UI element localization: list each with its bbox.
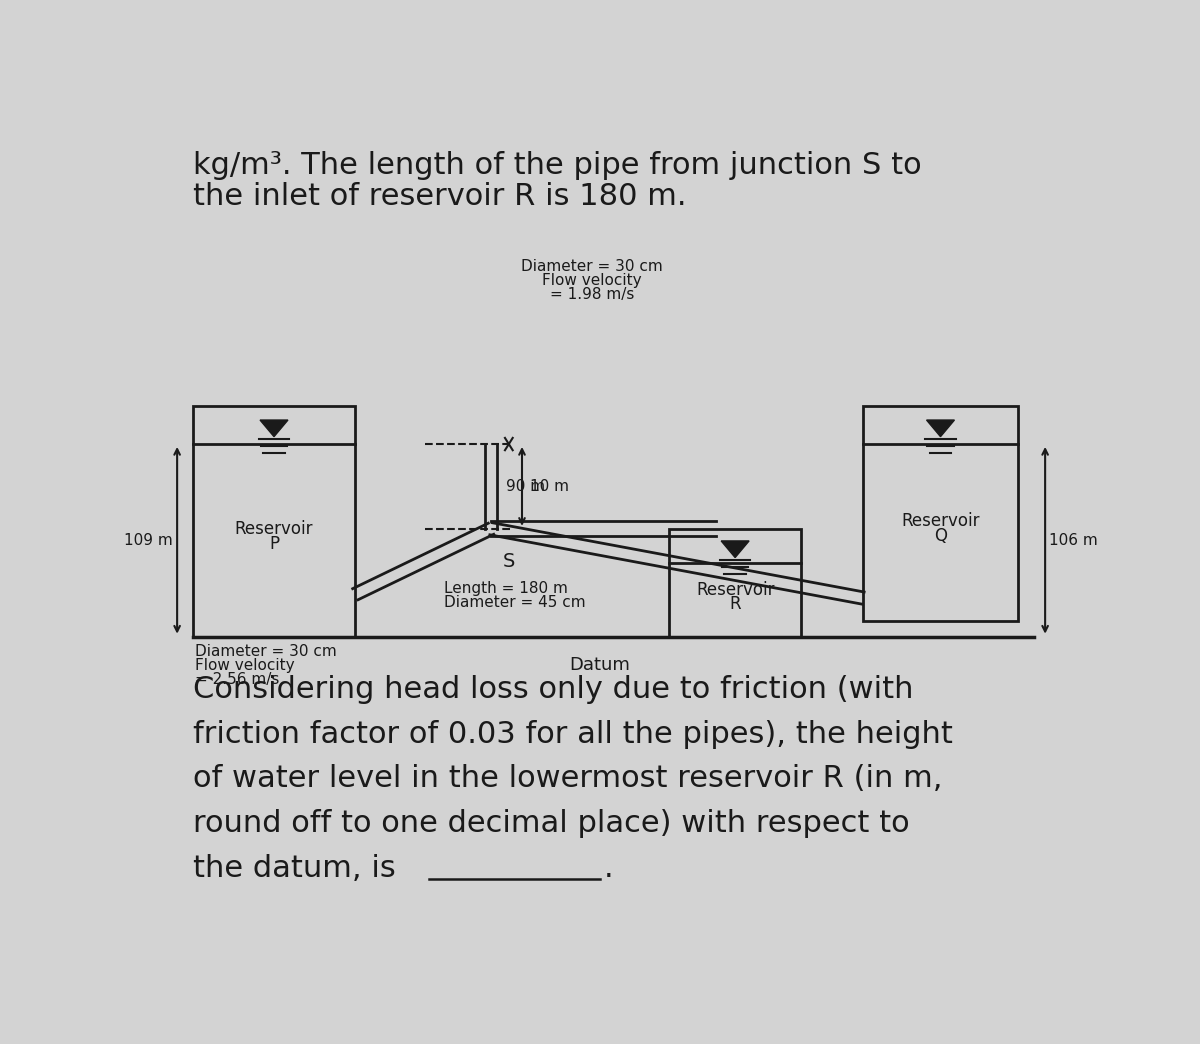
- Text: .: .: [604, 854, 613, 882]
- Text: 10 m: 10 m: [529, 479, 569, 494]
- Text: P: P: [269, 536, 280, 553]
- Bar: [193, 405, 355, 637]
- Text: of water level in the lowermost reservoir R (in m,: of water level in the lowermost reservoi…: [193, 764, 942, 793]
- Text: Flow velocity: Flow velocity: [194, 658, 294, 673]
- Text: 109 m: 109 m: [125, 532, 173, 548]
- Text: S: S: [503, 552, 515, 571]
- Text: the inlet of reservoir R is 180 m.: the inlet of reservoir R is 180 m.: [193, 183, 686, 211]
- Bar: [670, 528, 802, 637]
- Text: Considering head loss only due to friction (with: Considering head loss only due to fricti…: [193, 675, 913, 704]
- Text: = 1.98 m/s: = 1.98 m/s: [550, 287, 634, 302]
- Polygon shape: [721, 541, 749, 557]
- Text: Length = 180 m: Length = 180 m: [444, 582, 569, 596]
- Text: kg/m³. The length of the pipe from junction S to: kg/m³. The length of the pipe from junct…: [193, 151, 922, 181]
- Polygon shape: [926, 420, 954, 436]
- Text: Diameter = 45 cm: Diameter = 45 cm: [444, 595, 586, 610]
- Text: Diameter = 30 cm: Diameter = 30 cm: [521, 259, 662, 275]
- Text: Reservoir: Reservoir: [235, 520, 313, 538]
- Polygon shape: [260, 420, 288, 436]
- Text: 90 m: 90 m: [506, 479, 546, 494]
- Bar: [863, 405, 1018, 621]
- Text: R: R: [730, 595, 740, 613]
- Text: Datum: Datum: [569, 656, 630, 673]
- Text: Reservoir: Reservoir: [901, 512, 979, 530]
- Text: round off to one decimal place) with respect to: round off to one decimal place) with res…: [193, 809, 910, 838]
- Text: 106 m: 106 m: [1049, 532, 1098, 548]
- Text: Flow velocity: Flow velocity: [542, 274, 642, 288]
- Text: friction factor of 0.03 for all the pipes), the height: friction factor of 0.03 for all the pipe…: [193, 719, 953, 749]
- Text: Reservoir: Reservoir: [696, 582, 774, 599]
- Text: the datum, is: the datum, is: [193, 854, 395, 882]
- Text: = 2.56 m/s: = 2.56 m/s: [194, 672, 280, 687]
- Text: Q: Q: [934, 527, 947, 545]
- Text: Diameter = 30 cm: Diameter = 30 cm: [194, 644, 337, 659]
